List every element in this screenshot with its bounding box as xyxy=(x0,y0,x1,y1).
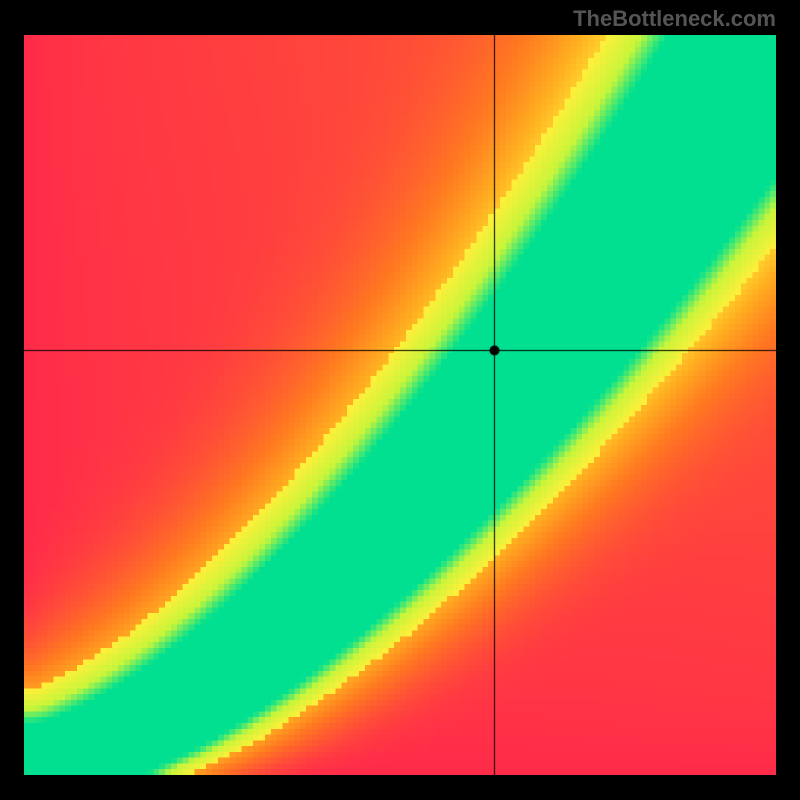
crosshair-overlay xyxy=(24,35,776,775)
watermark-text: TheBottleneck.com xyxy=(573,6,776,32)
